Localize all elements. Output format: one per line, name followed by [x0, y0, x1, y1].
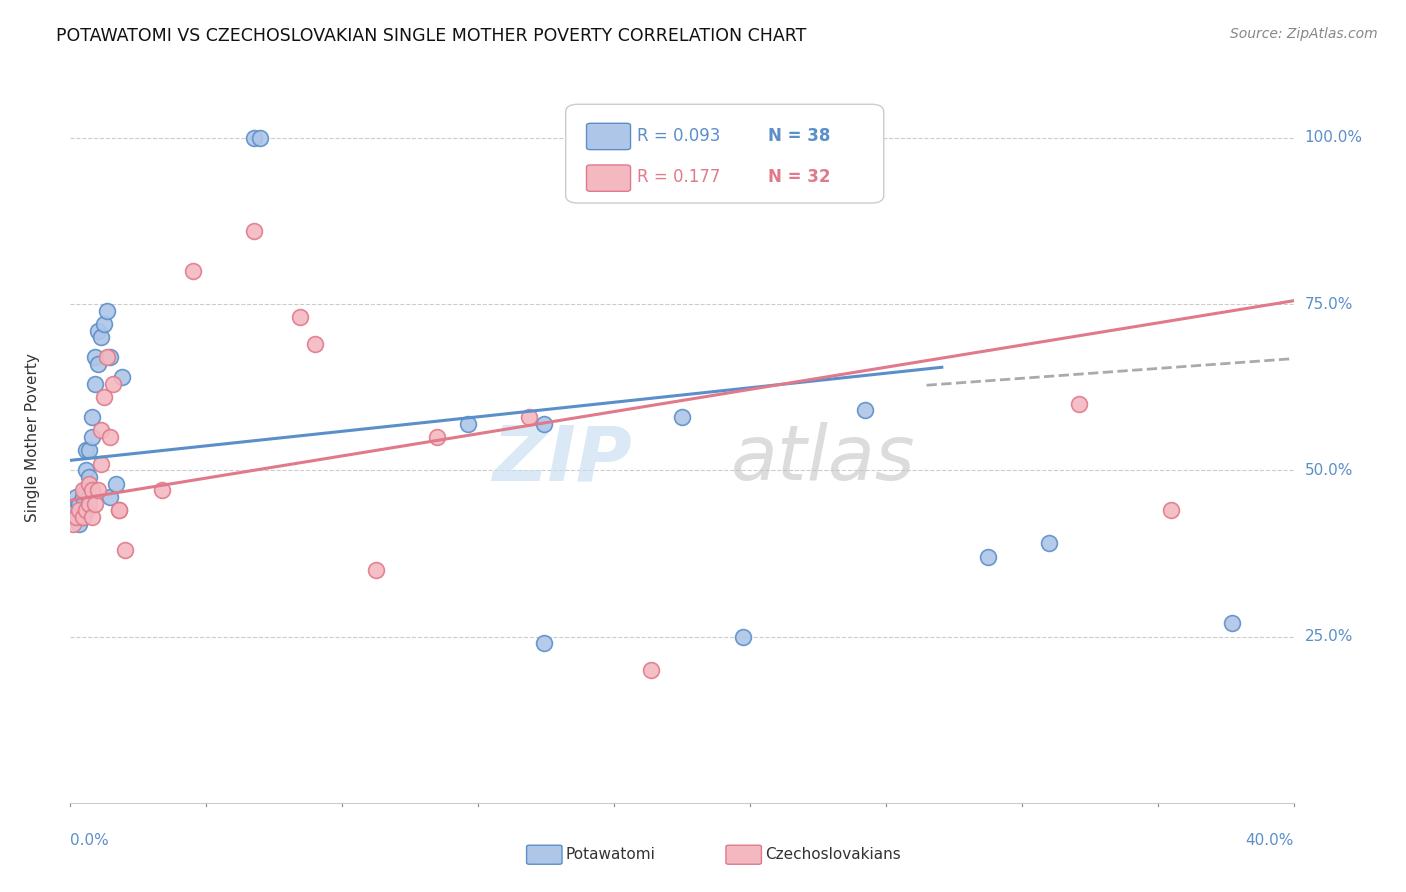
Point — [855, 403, 877, 417]
Point — [72, 509, 94, 524]
Text: 25.0%: 25.0% — [1305, 629, 1353, 644]
Point — [517, 410, 540, 425]
Point — [72, 509, 94, 524]
Point — [733, 630, 755, 644]
Point — [75, 503, 97, 517]
Point — [243, 131, 266, 145]
Point — [1069, 397, 1091, 411]
Point — [69, 516, 91, 531]
Point — [69, 503, 91, 517]
Text: Single Mother Poverty: Single Mother Poverty — [25, 352, 39, 522]
Text: N = 38: N = 38 — [768, 127, 830, 145]
Point — [90, 330, 112, 344]
Point — [65, 503, 87, 517]
Point — [366, 563, 388, 577]
Point — [69, 497, 91, 511]
Point — [111, 370, 134, 384]
Point — [75, 443, 97, 458]
Point — [77, 490, 100, 504]
Point — [98, 490, 121, 504]
Point — [75, 463, 97, 477]
Point — [90, 424, 112, 438]
FancyBboxPatch shape — [586, 165, 630, 191]
Point — [72, 490, 94, 504]
Point — [80, 483, 103, 498]
Point — [75, 483, 97, 498]
Text: N = 32: N = 32 — [768, 169, 830, 186]
FancyBboxPatch shape — [725, 846, 762, 864]
Text: R = 0.177: R = 0.177 — [637, 169, 720, 186]
FancyBboxPatch shape — [527, 846, 562, 864]
FancyBboxPatch shape — [565, 104, 884, 203]
Point — [108, 503, 131, 517]
Point — [533, 636, 555, 650]
Point — [62, 509, 84, 524]
Point — [83, 497, 105, 511]
Point — [93, 317, 115, 331]
Point — [98, 430, 121, 444]
Point — [96, 303, 118, 318]
Point — [87, 324, 110, 338]
Point — [77, 443, 100, 458]
Point — [181, 264, 204, 278]
Point — [533, 417, 555, 431]
FancyBboxPatch shape — [586, 123, 630, 150]
Point — [80, 410, 103, 425]
Point — [80, 509, 103, 524]
Text: Source: ZipAtlas.com: Source: ZipAtlas.com — [1230, 27, 1378, 41]
Point — [243, 224, 266, 238]
Point — [114, 543, 136, 558]
Point — [108, 503, 131, 517]
Point — [96, 351, 118, 365]
Point — [72, 483, 94, 498]
Point — [101, 376, 124, 391]
Point — [62, 516, 84, 531]
Point — [77, 497, 100, 511]
Point — [77, 470, 100, 484]
Point — [83, 376, 105, 391]
Point — [87, 357, 110, 371]
Text: R = 0.093: R = 0.093 — [637, 127, 720, 145]
Point — [457, 417, 479, 431]
Point — [87, 483, 110, 498]
Point — [83, 351, 105, 365]
Point — [150, 483, 173, 498]
Text: ZIP: ZIP — [494, 422, 633, 496]
Point — [1038, 536, 1060, 550]
Text: 75.0%: 75.0% — [1305, 297, 1353, 311]
Point — [93, 390, 115, 404]
Point — [304, 337, 326, 351]
Text: 0.0%: 0.0% — [70, 833, 110, 848]
Text: 40.0%: 40.0% — [1246, 833, 1294, 848]
Point — [1160, 503, 1182, 517]
Point — [426, 430, 449, 444]
Point — [105, 476, 128, 491]
Point — [976, 549, 998, 564]
Point — [90, 457, 112, 471]
Text: Czechoslovakians: Czechoslovakians — [765, 847, 901, 863]
Text: 50.0%: 50.0% — [1305, 463, 1353, 478]
Point — [640, 663, 662, 677]
Text: POTAWATOMI VS CZECHOSLOVAKIAN SINGLE MOTHER POVERTY CORRELATION CHART: POTAWATOMI VS CZECHOSLOVAKIAN SINGLE MOT… — [56, 27, 807, 45]
Point — [80, 430, 103, 444]
Point — [77, 476, 100, 491]
Text: atlas: atlas — [731, 422, 915, 496]
Point — [1220, 616, 1243, 631]
Point — [65, 490, 87, 504]
Text: Potawatomi: Potawatomi — [565, 847, 655, 863]
Point — [288, 310, 311, 325]
Point — [65, 509, 87, 524]
Point — [98, 351, 121, 365]
Point — [249, 131, 271, 145]
Point — [671, 410, 693, 425]
Text: 100.0%: 100.0% — [1305, 130, 1362, 145]
